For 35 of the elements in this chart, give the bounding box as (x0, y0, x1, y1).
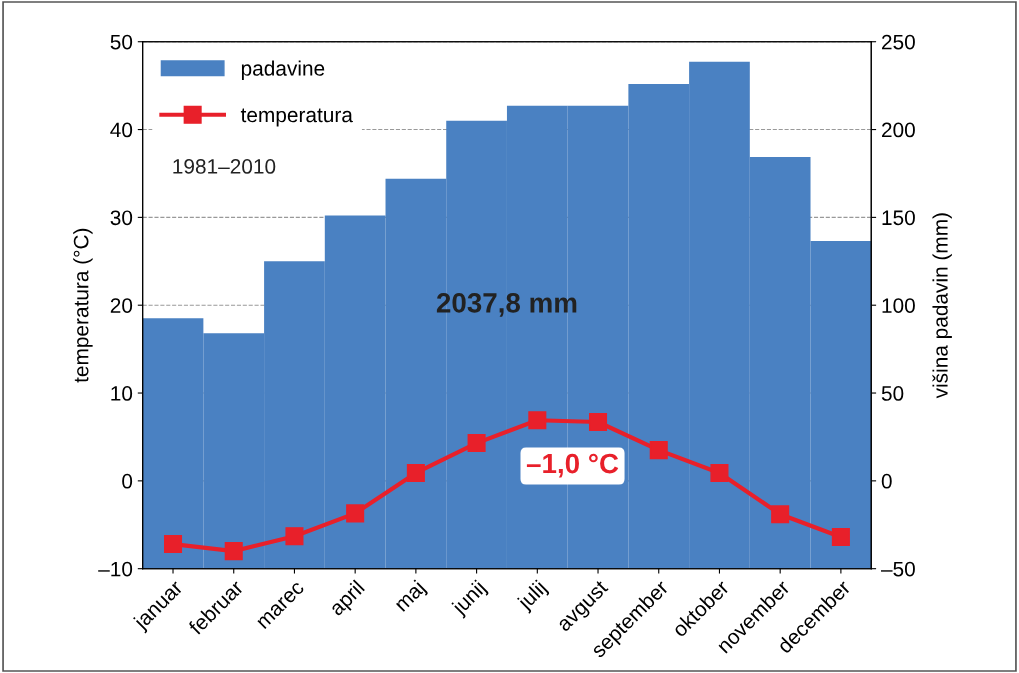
annotation: 1981–2010 (173, 159, 276, 174)
y-tick-label: –10 (98, 561, 133, 577)
y2-tick-label: 250 (882, 34, 915, 50)
point (224, 542, 243, 561)
y-tick-label: 30 (110, 210, 133, 226)
y-tick-label: 0 (122, 473, 133, 489)
y2-tick-label: 200 (882, 122, 915, 138)
point (710, 463, 729, 482)
point (649, 441, 668, 460)
point (285, 527, 304, 546)
point (831, 528, 850, 547)
annotation: –1,0 °C (526, 453, 619, 478)
y2-tick-label: 50 (881, 386, 904, 401)
x-tick-label: maj (393, 579, 429, 615)
y2-tick-label: 100 (882, 298, 915, 313)
y2-axis-title: višina padavin (mm) (932, 213, 952, 399)
x-tick-label: julij (515, 579, 551, 614)
annotation: 2037,8 mm (436, 292, 577, 317)
legend-label: temperatura (240, 108, 353, 127)
point (467, 434, 486, 453)
y-axis-title: temperatura (°C) (73, 228, 93, 383)
point (771, 505, 790, 524)
point (406, 463, 425, 482)
legend-label: padavine (241, 60, 325, 80)
y-tick-label: 50 (110, 34, 133, 50)
y-tick-label: 20 (110, 298, 133, 313)
point (346, 504, 365, 523)
y2-tick-label: –50 (880, 561, 915, 577)
y-tick-label: 10 (111, 386, 133, 401)
y2-tick-label: 150 (882, 210, 915, 226)
point (588, 412, 608, 432)
point (163, 535, 183, 554)
y2-tick-label: 0 (881, 473, 892, 489)
point (528, 411, 547, 430)
y-tick-label: 40 (110, 122, 133, 138)
